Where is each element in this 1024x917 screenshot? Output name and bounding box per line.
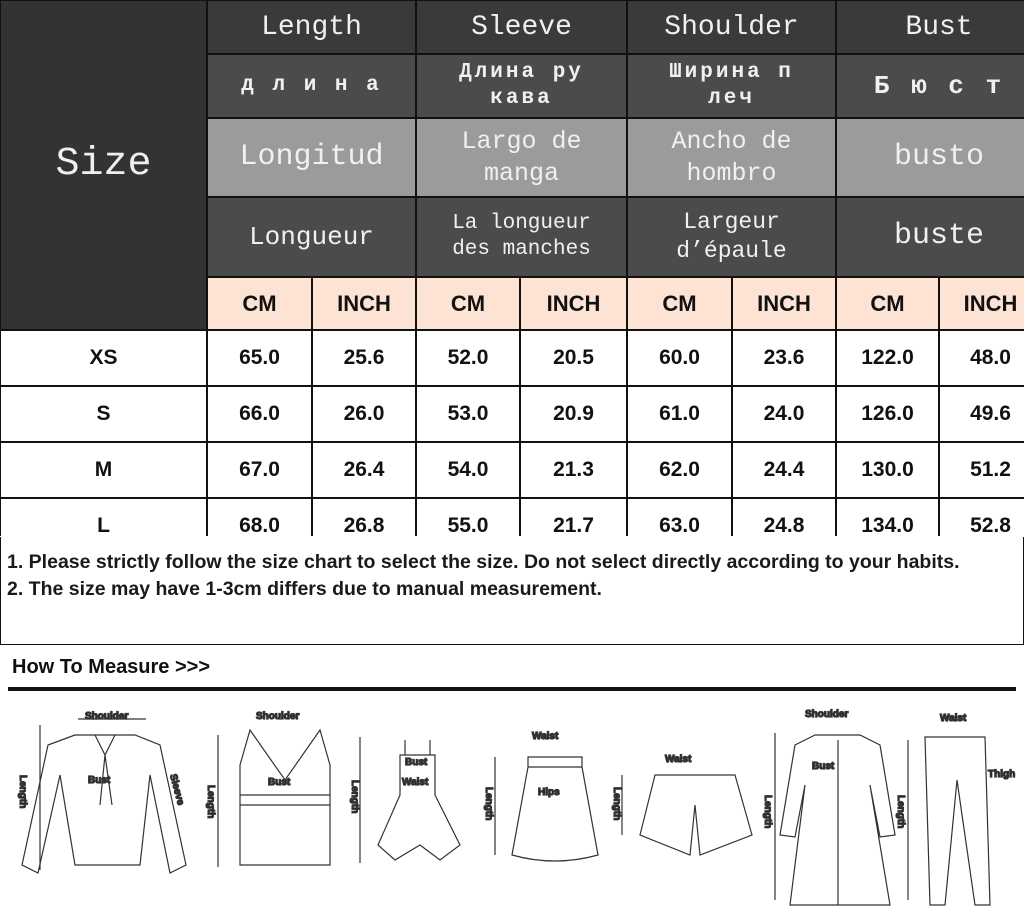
- value-cell: 20.5: [521, 331, 626, 385]
- value-cell: 26.8: [313, 499, 415, 553]
- unit-inch: INCH: [940, 278, 1024, 329]
- label-hips: Hips: [538, 787, 560, 798]
- label-length: Length: [205, 785, 216, 818]
- value-cell: 52.8: [940, 499, 1024, 553]
- value-cell: 25.6: [313, 331, 415, 385]
- col-shoulder-es: Ancho de hombro: [628, 119, 835, 196]
- unit-cm: CM: [417, 278, 519, 329]
- label-shoulder: Shoulder: [256, 711, 299, 722]
- value-cell: 23.6: [733, 331, 835, 385]
- col-length-fr: Longueur: [208, 198, 415, 276]
- col-sleeve-en: Sleeve: [417, 1, 626, 53]
- label-length: Length: [483, 787, 494, 820]
- label-length: Length: [895, 795, 906, 828]
- value-cell: 26.0: [313, 387, 415, 441]
- size-cell: XS: [1, 331, 206, 385]
- measurement-sketches: Shoulder Bust Length Sleeve Shoulder Bus…: [16, 708, 1016, 906]
- value-cell: 20.9: [521, 387, 626, 441]
- col-bust-es: busto: [837, 119, 1024, 196]
- col-length-ru: д л и н а: [208, 55, 415, 117]
- value-cell: 130.0: [837, 443, 938, 497]
- top-sketch: Shoulder Bust Length: [204, 710, 331, 867]
- size-cell: S: [1, 387, 206, 441]
- col-shoulder-ru: Ширина п леч: [628, 55, 835, 117]
- col-length-en: Length: [208, 1, 415, 53]
- col-shoulder-en: Shoulder: [628, 1, 835, 53]
- col-shoulder-fr: Largeur d’épaule: [628, 198, 835, 276]
- col-sleeve-fr: La longueur des manches: [417, 198, 626, 276]
- value-cell: 48.0: [940, 331, 1024, 385]
- note-1: 1. Please strictly follow the size chart…: [7, 551, 960, 573]
- value-cell: 134.0: [837, 499, 938, 553]
- label-bust: Bust: [812, 761, 835, 772]
- value-cell: 65.0: [208, 331, 311, 385]
- value-cell: 26.4: [313, 443, 415, 497]
- value-cell: 54.0: [417, 443, 519, 497]
- unit-inch: INCH: [521, 278, 626, 329]
- unit-cm: CM: [208, 278, 311, 329]
- unit-inch: INCH: [733, 278, 835, 329]
- size-cell: M: [1, 443, 206, 497]
- label-waist: Waist: [665, 754, 692, 765]
- col-sleeve-es: Largo de manga: [417, 119, 626, 196]
- col-length-es: Longitud: [208, 119, 415, 196]
- value-cell: 24.0: [733, 387, 835, 441]
- value-cell: 51.2: [940, 443, 1024, 497]
- pants-sketch: Waist Thigh Length: [894, 712, 1016, 906]
- unit-cm: CM: [837, 278, 938, 329]
- col-sleeve-ru: Длина ру кава: [417, 55, 626, 117]
- value-cell: 21.7: [521, 499, 626, 553]
- value-cell: 52.0: [417, 331, 519, 385]
- label-shoulder: Shoulder: [85, 711, 128, 722]
- col-bust-en: Bust: [837, 1, 1024, 53]
- value-cell: 66.0: [208, 387, 311, 441]
- label-waist: Waist: [402, 777, 429, 788]
- note-2: 2. The size may have 1-3cm differs due t…: [7, 578, 602, 600]
- value-cell: 24.8: [733, 499, 835, 553]
- label-bust: Bust: [88, 775, 111, 786]
- label-length: Length: [17, 775, 28, 808]
- value-cell: 53.0: [417, 387, 519, 441]
- label-length: Length: [762, 795, 773, 828]
- value-cell: 24.4: [733, 443, 835, 497]
- size-header: Size: [1, 1, 206, 329]
- value-cell: 55.0: [417, 499, 519, 553]
- how-to-measure-heading: How To Measure >>>: [12, 656, 211, 678]
- notes: 1. Please strictly follow the size chart…: [0, 537, 1024, 645]
- label-shoulder: Shoulder: [805, 709, 848, 720]
- col-bust-ru: Б ю с т: [837, 55, 1024, 117]
- size-chart-table: Size Length Sleeve Shoulder Bust д л и н…: [0, 0, 1024, 537]
- divider: [8, 687, 1016, 691]
- label-length: Length: [349, 780, 360, 813]
- label-waist: Waist: [940, 713, 967, 724]
- value-cell: 60.0: [628, 331, 731, 385]
- value-cell: 61.0: [628, 387, 731, 441]
- label-length: Length: [611, 787, 622, 820]
- unit-cm: CM: [628, 278, 731, 329]
- label-bust: Bust: [405, 757, 428, 768]
- skirt-sketch: Waist Hips Length: [482, 730, 599, 862]
- value-cell: 122.0: [837, 331, 938, 385]
- value-cell: 126.0: [837, 387, 938, 441]
- shorts-sketch: Waist Length: [610, 753, 753, 856]
- col-bust-fr: buste: [837, 198, 1024, 276]
- dress-sketch: Bust Waist Length: [348, 737, 461, 863]
- coat-sketch: Shoulder Bust Length: [761, 708, 896, 906]
- label-thigh: Thigh: [988, 769, 1015, 780]
- value-cell: 67.0: [208, 443, 311, 497]
- value-cell: 63.0: [628, 499, 731, 553]
- value-cell: 21.3: [521, 443, 626, 497]
- blouse-sketch: Shoulder Bust Length Sleeve: [16, 710, 187, 874]
- label-waist: Waist: [532, 731, 559, 742]
- value-cell: 62.0: [628, 443, 731, 497]
- label-bust: Bust: [268, 777, 291, 788]
- unit-inch: INCH: [313, 278, 415, 329]
- size-cell: L: [1, 499, 206, 553]
- value-cell: 49.6: [940, 387, 1024, 441]
- value-cell: 68.0: [208, 499, 311, 553]
